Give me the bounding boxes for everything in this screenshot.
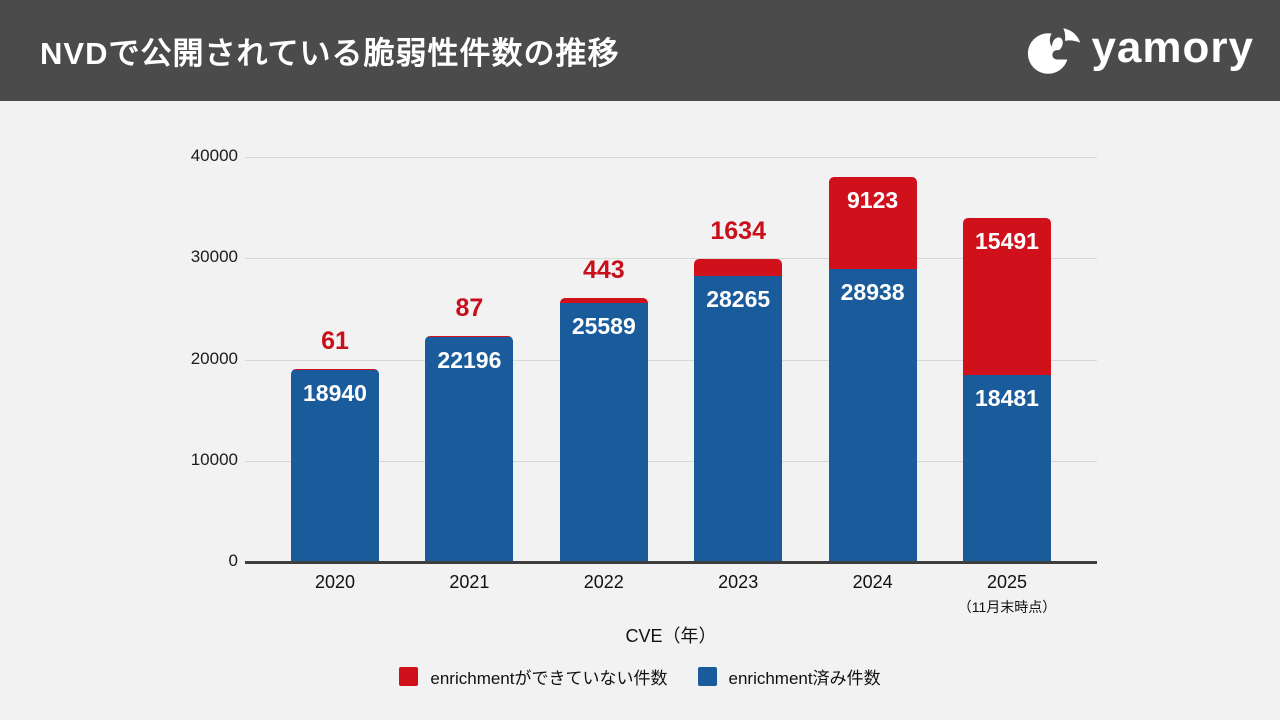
yamory-logo-text: yamory	[1091, 22, 1254, 72]
x-axis-title: CVE（年）	[625, 626, 717, 646]
bar-value-label-not-enriched: 87	[455, 294, 484, 323]
bar-segment-enriched	[963, 374, 1051, 562]
bar-value-label-enriched: 22196	[437, 347, 502, 374]
bar-value-label-enriched: 28265	[706, 285, 771, 312]
bar-segment-enriched	[559, 302, 648, 562]
y-axis-tick-label: 30000	[190, 247, 238, 267]
yamory-logo: yamory	[1027, 24, 1254, 78]
bar-segment-not-enriched	[291, 369, 379, 371]
bar-segment-enriched	[828, 268, 917, 562]
legend-label-not-enriched: enrichmentができていない件数	[430, 669, 668, 688]
x-axis-tick-label: 2020	[314, 572, 356, 592]
legend-item-not-enriched: enrichmentができていない件数	[399, 664, 668, 689]
bar-segment-not-enriched	[425, 336, 514, 338]
legend: enrichmentができていない件数 enrichment済み件数	[0, 664, 1280, 689]
bar-segment-not-enriched	[828, 176, 917, 269]
gridline	[245, 359, 1097, 361]
bar-segment-not-enriched	[694, 259, 783, 276]
legend-swatch-red	[399, 667, 419, 686]
bar-value-label-not-enriched: 61	[321, 327, 349, 356]
x-axis-tick-label: 2022	[583, 572, 624, 592]
header: NVDで公開されている脆弱性件数の推移 yamory	[0, 0, 1280, 101]
bar-value-label-not-enriched: 1634	[710, 217, 766, 246]
bar-value-label-not-enriched: 15491	[975, 228, 1039, 255]
x-axis-tick-label: 2021	[449, 572, 490, 592]
y-axis-tick-label: 0	[228, 551, 238, 570]
y-axis-tick-label: 40000	[190, 146, 238, 165]
yamory-logo-icon	[1028, 27, 1081, 74]
gridline	[245, 460, 1097, 462]
bar-stack-2025	[963, 218, 1051, 562]
bar-value-label-not-enriched: 443	[582, 256, 625, 285]
x-axis-line	[245, 561, 1097, 564]
y-axis-tick-label: 10000	[190, 449, 238, 469]
bar-stack-2022	[559, 298, 648, 562]
bar-value-label-enriched: 18940	[303, 380, 367, 407]
bar-stack-2020	[291, 369, 379, 562]
x-axis-tick-label: 2023	[718, 572, 759, 592]
x-axis-tick-label: 2024	[852, 572, 893, 592]
bar-stack-2024	[828, 176, 917, 562]
bar-segment-not-enriched	[559, 298, 648, 303]
legend-item-enriched: enrichment済み件数	[697, 664, 881, 689]
page-title: NVDで公開されている脆弱性件数の推移	[40, 36, 620, 71]
legend-swatch-blue	[697, 667, 717, 686]
legend-label-enriched: enrichment済み件数	[728, 669, 881, 688]
gridline	[245, 157, 1097, 158]
gridline	[245, 258, 1097, 260]
bar-stack-2021	[425, 336, 514, 562]
bar-value-label-enriched: 28938	[840, 279, 905, 305]
bar-segment-enriched	[291, 370, 379, 562]
bar-segment-not-enriched	[963, 218, 1051, 375]
bar-value-label-enriched: 18481	[975, 384, 1039, 411]
bar-segment-enriched	[425, 337, 514, 562]
stacked-bar-chart: CVE（年） enrichmentができていない件数 enrichment済み件…	[0, 101, 1280, 720]
x-axis-tick-label: 2025	[986, 572, 1028, 592]
bar-value-label-enriched: 25589	[571, 312, 636, 339]
x-axis-tick-note: （11月末時点）	[957, 599, 1057, 615]
bar-stack-2023	[694, 259, 783, 562]
bar-value-label-not-enriched: 9123	[847, 186, 899, 213]
y-axis-tick-label: 20000	[190, 348, 238, 368]
bar-segment-enriched	[694, 275, 783, 562]
